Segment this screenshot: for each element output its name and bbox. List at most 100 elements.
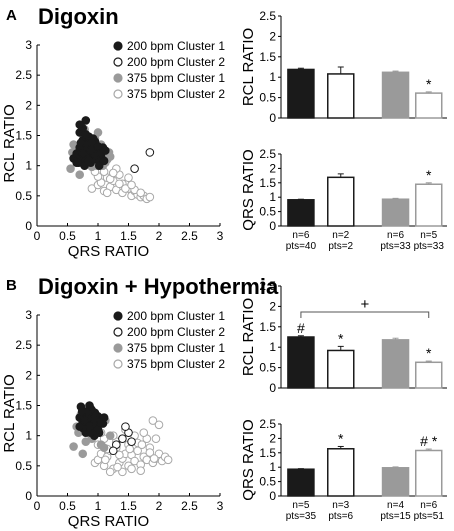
bar (381, 198, 410, 227)
scatter-point (127, 464, 136, 474)
scatter-y-tick-label: 1.5 (15, 399, 32, 413)
scatter-x-tick-label: 0 (34, 229, 41, 243)
bar-y-label: QRS RATIO (240, 419, 257, 500)
scatter-point (75, 170, 84, 180)
bar-y-tick-label: 0.5 (259, 361, 276, 375)
scatter-x-tick-label: 1 (95, 499, 102, 513)
bar-y-tick-label: 0.5 (259, 91, 276, 105)
scatter-y-tick-label: 0 (25, 489, 32, 503)
scatter-point (145, 148, 155, 157)
scatter-y-tick-label: 0.5 (15, 459, 32, 473)
count-pts: pts=2 (328, 241, 353, 252)
scatter-point (78, 149, 88, 158)
count-pts: pts=33 (380, 241, 411, 252)
scatter-x-tick-label: 3 (217, 499, 224, 513)
scatter-point (136, 466, 145, 475)
scatter-point (80, 416, 89, 425)
bar (327, 448, 355, 497)
bar-y-label: QRS RATIO (240, 149, 257, 230)
count-n: n=6 (292, 230, 309, 241)
scatter-point (78, 449, 88, 459)
count-n: n=3 (332, 500, 349, 511)
bar-y-tick-label: 2 (269, 161, 276, 175)
scatter-point (137, 440, 147, 450)
scatter-point (86, 146, 95, 155)
bar (287, 336, 315, 389)
bar (327, 349, 355, 389)
scatter-point (163, 455, 173, 465)
bar-y-tick-label: 0 (269, 219, 276, 233)
scatter-point (151, 434, 161, 443)
bar (381, 467, 410, 497)
scatter-y-tick-label: 1 (25, 429, 32, 443)
scatter-point (118, 434, 127, 443)
scatter-y-tick-label: 1.5 (15, 129, 32, 143)
legend-marker (113, 89, 123, 99)
scatter-point (75, 120, 84, 129)
scatter-point (125, 444, 135, 454)
bar (287, 468, 315, 497)
bar (414, 92, 443, 119)
legend-label: 375 bpm Cluster 1 (127, 341, 225, 355)
legend-marker (113, 57, 123, 67)
scatter-point (93, 128, 103, 137)
scatter-point (93, 425, 103, 434)
bar-y-tick-label: 2.5 (259, 9, 276, 23)
scatter-point (136, 188, 145, 198)
bar-y-tick-label: 2.5 (259, 417, 276, 431)
bar-y-tick-label: 0.5 (259, 475, 276, 489)
scatter-point (75, 422, 84, 431)
bar-y-tick-label: 0 (269, 489, 276, 503)
legend-marker (113, 311, 123, 321)
legend-marker (113, 41, 123, 51)
scatter-x-label: QRS RATIO (68, 513, 149, 530)
bar (287, 68, 315, 119)
scatter-point (154, 420, 164, 430)
scatter-y-tick-label: 0 (25, 219, 32, 233)
panel-title: Digoxin + Hypothermia (38, 274, 279, 299)
scatter-point (90, 414, 99, 424)
bar (381, 71, 410, 119)
scatter-x-tick-label: 3 (217, 229, 224, 243)
scatter-point (81, 129, 91, 139)
scatter-point (99, 156, 109, 166)
significance-marker: # * (420, 433, 438, 449)
legend-label: 200 bpm Cluster 2 (127, 55, 225, 69)
scatter-y-tick-label: 3 (25, 308, 32, 322)
bar-y-label: RCL RATIO (240, 28, 257, 106)
scatter-point (113, 462, 122, 472)
scatter-y-label: RCL RATIO (1, 374, 18, 452)
legend-label: 200 bpm Cluster 1 (127, 39, 225, 53)
scatter-x-tick-label: 0.5 (59, 499, 76, 513)
panel-title: Digoxin (38, 4, 119, 29)
count-pts: pts=15 (380, 511, 411, 522)
bar-y-tick-label: 1 (269, 460, 276, 474)
scatter-x-tick-label: 2.5 (181, 499, 198, 513)
count-pts: pts=33 (414, 241, 445, 252)
legend-marker (113, 73, 123, 83)
scatter-point (115, 450, 124, 460)
scatter-point (127, 437, 136, 447)
bar (414, 183, 443, 227)
scatter-x-tick-label: 1 (95, 229, 102, 243)
scatter-y-tick-label: 2.5 (15, 338, 32, 352)
legend-marker (113, 327, 123, 337)
significance-marker: # (297, 320, 305, 336)
bar-y-tick-label: 1.5 (259, 176, 276, 190)
scatter-x-tick-label: 1.5 (120, 229, 137, 243)
count-pts: pts=40 (286, 241, 317, 252)
bar (327, 176, 355, 227)
scatter-y-tick-label: 2.5 (15, 68, 32, 82)
legend-label: 375 bpm Cluster 2 (127, 357, 225, 371)
scatter-point (99, 413, 109, 422)
bar-y-tick-label: 0 (269, 111, 276, 125)
bracket-marker: + (360, 296, 369, 313)
scatter-x-tick-label: 2.5 (181, 229, 198, 243)
bar-y-tick-label: 2.5 (259, 279, 276, 293)
bar (414, 449, 443, 497)
scatter-point (105, 467, 115, 477)
significance-marker: * (426, 167, 432, 183)
scatter-point (148, 416, 158, 425)
scatter-point (108, 168, 118, 178)
legend-label: 200 bpm Cluster 1 (127, 309, 225, 323)
